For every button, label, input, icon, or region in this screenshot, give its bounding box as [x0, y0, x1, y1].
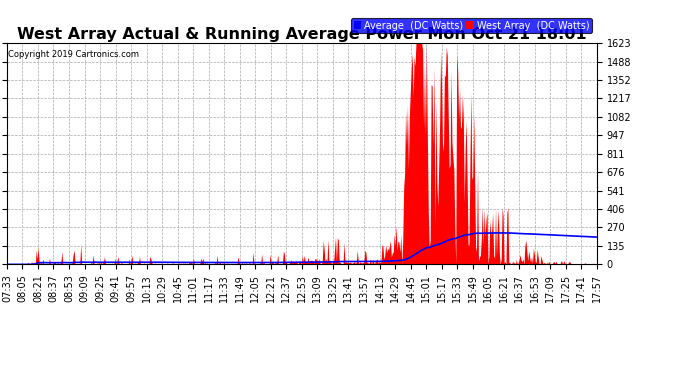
Title: West Array Actual & Running Average Power Mon Oct 21 18:01: West Array Actual & Running Average Powe… — [17, 27, 586, 42]
Text: Copyright 2019 Cartronics.com: Copyright 2019 Cartronics.com — [8, 50, 139, 59]
Legend: Average  (DC Watts), West Array  (DC Watts): Average (DC Watts), West Array (DC Watts… — [351, 18, 592, 33]
